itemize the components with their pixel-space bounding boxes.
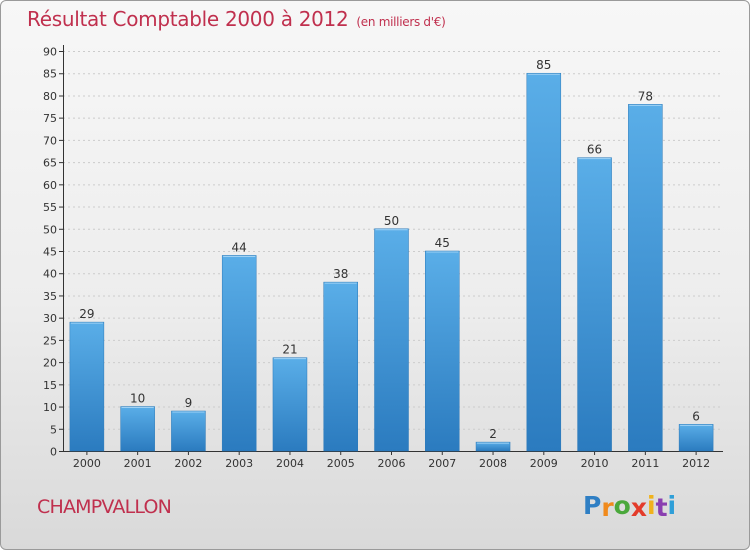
bar-2005 <box>323 281 358 452</box>
value-label-2011: 78 <box>638 89 653 103</box>
y-tick-label: 35 <box>43 290 57 303</box>
x-tick-label-2002: 2002 <box>174 457 202 470</box>
bar-2008 <box>475 441 511 452</box>
y-tick-label: 10 <box>43 401 57 414</box>
x-tick-label-2001: 2001 <box>124 457 152 470</box>
y-tick-label: 40 <box>43 268 57 281</box>
value-label-2010: 66 <box>587 143 602 157</box>
bar-2011 <box>628 104 663 452</box>
x-tick-label-2008: 2008 <box>479 457 507 470</box>
y-tick-label: 20 <box>43 357 57 370</box>
x-tick-label-2010: 2010 <box>581 457 609 470</box>
logo-letter: t <box>655 493 668 522</box>
x-tick-label-2005: 2005 <box>327 457 355 470</box>
value-label-2007: 45 <box>435 236 450 250</box>
value-label-2012: 6 <box>692 409 700 423</box>
logo-letter: P <box>583 491 602 520</box>
chart-title-text: Résultat Comptable 2000 à 2012 <box>27 7 349 31</box>
value-label-2009: 85 <box>536 58 551 72</box>
logo-letter: r <box>601 493 614 522</box>
y-tick-label: 65 <box>43 157 57 170</box>
bar-2002 <box>171 410 206 452</box>
logo-letter: i <box>647 491 656 520</box>
y-tick-label: 55 <box>43 201 57 214</box>
y-tick-label: 90 <box>43 46 57 59</box>
y-tick-label: 25 <box>43 334 57 347</box>
x-tick-label-2011: 2011 <box>631 457 659 470</box>
y-tick-label: 80 <box>43 90 57 103</box>
bar-2006 <box>374 228 409 452</box>
bar-2004 <box>272 357 308 452</box>
y-tick-label: 5 <box>50 423 57 436</box>
y-tick-label: 60 <box>43 179 57 192</box>
logo-letter: i <box>667 491 677 520</box>
x-tick-label-2009: 2009 <box>530 457 558 470</box>
bar-2001 <box>120 406 155 452</box>
value-label-2001: 10 <box>130 392 145 406</box>
y-tick-label: 45 <box>43 246 57 259</box>
value-label-2003: 44 <box>232 240 247 254</box>
bar-2009 <box>526 72 562 452</box>
bar-2000 <box>69 321 105 452</box>
chart-title: Résultat Comptable 2000 à 2012 (en millie… <box>27 7 446 31</box>
bar-2012 <box>678 424 714 452</box>
bar-2003 <box>221 255 257 452</box>
x-tick-label-2004: 2004 <box>276 457 304 470</box>
bar-2007 <box>425 250 460 452</box>
chart-subtitle: (en milliers d'€) <box>356 15 446 29</box>
y-tick-label: 15 <box>43 379 57 392</box>
y-tick-label: 85 <box>43 68 57 81</box>
value-label-2000: 29 <box>79 307 94 321</box>
value-label-2004: 21 <box>282 343 297 357</box>
bar-2010 <box>577 157 612 452</box>
y-tick-label: 50 <box>43 223 57 236</box>
value-label-2006: 50 <box>384 214 399 228</box>
x-tick-label-2003: 2003 <box>225 457 253 470</box>
value-label-2005: 38 <box>333 267 348 281</box>
value-label-2008: 2 <box>489 427 497 441</box>
y-tick-label: 70 <box>43 134 57 147</box>
x-tick-label-2007: 2007 <box>428 457 456 470</box>
x-tick-label-2012: 2012 <box>682 457 710 470</box>
value-label-2002: 9 <box>185 396 193 410</box>
logo-letter: x <box>630 493 647 522</box>
y-tick-label: 30 <box>43 312 57 325</box>
proxiti-logo: Proxiti <box>583 491 677 522</box>
y-tick-label: 75 <box>43 112 57 125</box>
x-tick-label-2006: 2006 <box>378 457 406 470</box>
y-tick-label: 0 <box>50 446 57 459</box>
commune-name: CHAMPVALLON <box>37 496 172 518</box>
logo-letter: o <box>613 491 631 520</box>
x-tick-label-2000: 2000 <box>73 457 101 470</box>
